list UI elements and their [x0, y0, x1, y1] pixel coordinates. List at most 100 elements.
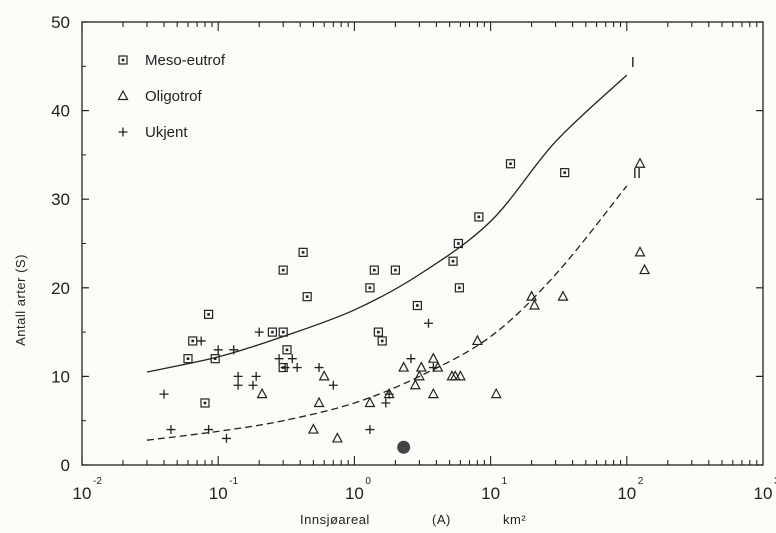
point-square	[278, 265, 288, 275]
x-tick-label-base: 10	[345, 484, 364, 503]
fitted-curves: III	[146, 54, 641, 441]
point-square	[210, 354, 220, 364]
point-square	[200, 398, 210, 408]
x-tick-label-exponent: 2	[638, 476, 644, 487]
x-tick-label-base: 10	[209, 484, 228, 503]
x-tick-label-base: 10	[754, 484, 773, 503]
point-square	[505, 159, 516, 169]
point-triangle	[256, 387, 268, 399]
point-triangle	[557, 290, 569, 301]
point-triangle	[526, 290, 538, 301]
x-tick-label-base: 10	[481, 484, 500, 503]
x-tick-label-exponent: 3	[774, 476, 776, 487]
curve-label-II: II	[633, 165, 641, 182]
point-square-dot	[380, 339, 384, 343]
point-triangle	[364, 396, 376, 408]
point-plus	[204, 425, 214, 435]
point-square-dot	[477, 215, 481, 219]
point-square-dot	[281, 268, 285, 272]
point-square-dot	[203, 401, 207, 405]
point-plus	[248, 380, 258, 390]
point-square-dot	[213, 357, 217, 360]
point-square-dot	[281, 330, 285, 334]
x-axis-label-unit: km²	[503, 512, 526, 527]
point-triangle	[634, 157, 646, 168]
point-square	[203, 309, 214, 319]
legend-marker-plus	[118, 127, 128, 137]
point-square-dot	[458, 286, 461, 290]
point-plus	[229, 345, 239, 355]
point-square-dot	[271, 330, 274, 334]
point-plus	[254, 327, 264, 337]
point-square	[183, 354, 193, 364]
point-square	[365, 283, 375, 293]
point-plus	[196, 336, 206, 346]
point-square	[560, 168, 570, 178]
legend-marker-triangle	[117, 89, 129, 101]
point-triangle	[413, 370, 425, 381]
point-square	[267, 327, 277, 337]
point-triangle	[415, 361, 427, 372]
curve-II	[146, 185, 628, 441]
point-square	[302, 292, 312, 302]
curve-I	[146, 74, 628, 373]
point-triangle	[471, 334, 483, 346]
point-plus	[292, 363, 302, 373]
point-triangle	[454, 370, 466, 381]
point-plus	[384, 389, 394, 399]
point-triangle	[528, 299, 540, 310]
point-square-dot	[416, 304, 419, 307]
point-square-dot	[305, 295, 309, 298]
x-tick-label-exponent: 0	[365, 476, 371, 487]
point-plus	[314, 363, 324, 373]
x-axis-label-name: Innsjøareal	[300, 512, 370, 527]
legend-label: Ukjent	[145, 124, 188, 141]
point-plus	[424, 318, 434, 328]
point-square-dot	[563, 171, 567, 174]
point-square-dot	[285, 348, 289, 352]
point-triangle	[398, 361, 410, 372]
legend: Meso-eutrof Oligotrof Ukjent	[117, 52, 226, 141]
point-square	[373, 327, 383, 337]
point-square	[448, 256, 458, 266]
y-tick-label: 10	[51, 367, 70, 386]
point-plus	[233, 371, 243, 381]
point-plus	[328, 380, 338, 390]
point-plus	[428, 363, 438, 373]
point-square	[454, 283, 464, 293]
point-plus	[213, 345, 223, 355]
point-triangle	[634, 246, 646, 257]
point-plus	[274, 354, 284, 364]
point-plus	[365, 425, 375, 435]
point-plus	[166, 425, 176, 435]
legend-marker-square-dot	[121, 58, 125, 62]
highlight-point	[397, 440, 411, 454]
legend-label: Oligotrof	[145, 88, 203, 105]
x-axis-label-symbol: (A)	[432, 512, 451, 527]
point-square-dot	[373, 268, 376, 272]
point-square-dot	[301, 251, 305, 254]
point-plus	[251, 371, 261, 381]
y-tick-label: 50	[51, 13, 70, 32]
legend-marker-square	[118, 55, 128, 65]
point-square	[278, 327, 288, 337]
point-square	[282, 345, 292, 355]
point-square-dot	[191, 339, 195, 343]
legend-label: Meso-eutrof	[145, 52, 226, 69]
x-tick-label-exponent: -2	[93, 476, 102, 487]
point-plus	[221, 433, 231, 443]
x-tick-label-base: 10	[73, 484, 92, 503]
y-tick-label: 20	[51, 279, 70, 298]
y-tick-label: 40	[51, 102, 70, 121]
x-tick-label-exponent: -1	[229, 476, 238, 487]
x-tick-label-base: 10	[617, 484, 636, 503]
point-plus	[280, 363, 290, 373]
point-square-dot	[207, 313, 210, 316]
data-points	[159, 157, 651, 454]
point-square	[298, 247, 308, 257]
point-square-dot	[451, 259, 455, 263]
point-triangle	[427, 352, 439, 363]
axis-labels: Innsjøareal (A) km² Antall arter (S)	[13, 254, 526, 527]
point-plus	[406, 354, 416, 364]
